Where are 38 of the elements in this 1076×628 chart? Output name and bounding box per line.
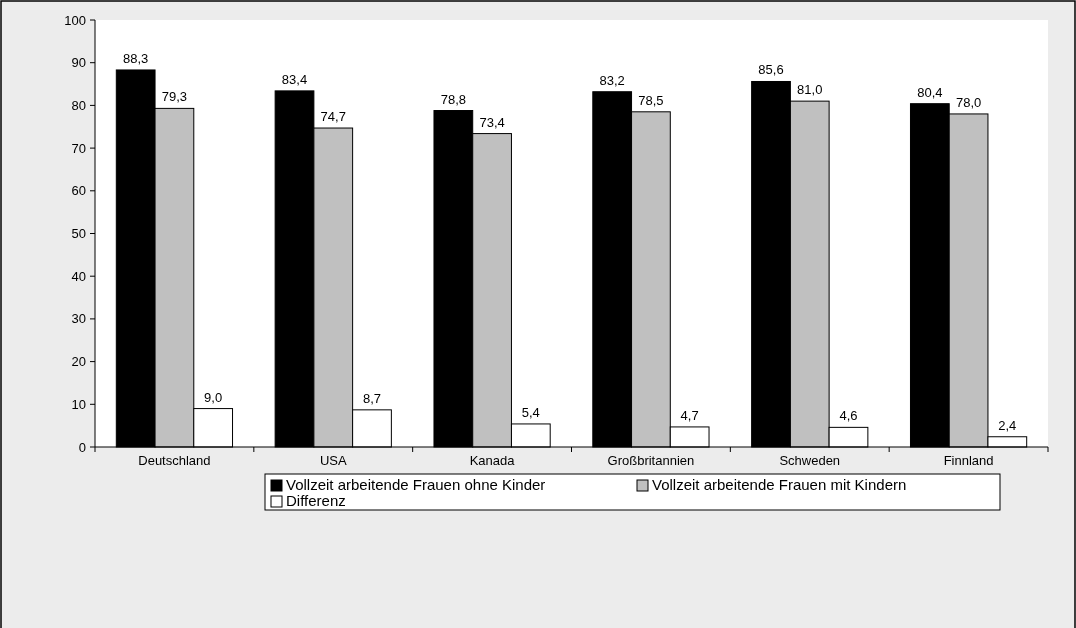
x-tick-label: USA [319, 453, 347, 468]
y-tick-label: 0 [78, 439, 86, 455]
data-label: 83,2 [599, 72, 625, 88]
y-tick-label: 60 [71, 183, 86, 199]
y-tick-label: 40 [71, 268, 86, 284]
data-label: 83,4 [281, 71, 308, 87]
y-tick-label: 20 [71, 354, 86, 370]
data-label: 78,8 [440, 91, 466, 107]
data-label: 73,4 [479, 114, 505, 130]
x-tick-label: Großbritannien [607, 453, 695, 468]
data-label: 78,5 [638, 92, 664, 108]
y-tick-label: 50 [71, 226, 86, 242]
x-tick-label: Kanada [469, 453, 516, 468]
data-label: 80,4 [917, 84, 943, 100]
legend-label: Vollzeit arbeitende Frauen mit Kindern [652, 476, 907, 493]
data-label: 8,7 [362, 390, 382, 406]
y-tick-label: 10 [71, 396, 86, 412]
data-label: 78,0 [955, 94, 982, 110]
x-tick-label: Deutschland [138, 453, 211, 468]
legend-label: Vollzeit arbeitende Frauen ohne Kinder [286, 476, 546, 493]
x-tick-label: Schweden [779, 453, 841, 468]
y-tick-label: 90 [71, 55, 86, 71]
y-tick-label: 80 [71, 97, 86, 113]
legend-label: Differenz [286, 492, 346, 509]
data-label: 9,0 [204, 389, 223, 405]
y-tick-label: 100 [64, 12, 86, 28]
data-label: 4,6 [839, 408, 858, 424]
data-label: 85,6 [758, 62, 784, 78]
y-tick-label: 70 [71, 140, 86, 156]
data-label: 81,0 [797, 82, 823, 98]
x-tick-label: Finnland [943, 453, 994, 468]
data-label: 79,3 [161, 89, 188, 105]
data-label: 74,7 [320, 109, 346, 125]
data-label: 5,4 [521, 404, 540, 420]
data-label: 88,3 [123, 50, 149, 66]
y-tick-label: 30 [71, 311, 86, 327]
data-label: 2,4 [998, 417, 1017, 433]
data-label: 4,7 [680, 407, 699, 423]
